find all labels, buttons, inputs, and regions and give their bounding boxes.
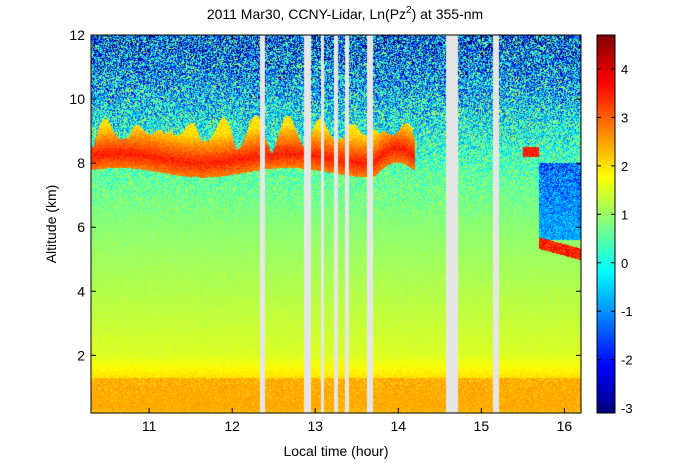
x-tick-label: 12 [224,418,240,434]
y-tick-label: 8 [77,155,85,171]
y-tick-label: 2 [77,347,85,363]
y-tick-label: 12 [69,27,85,43]
colorbar: -3 -2 -1 0 1 2 3 4 [596,34,633,416]
colorbar-frame [596,34,616,414]
colorbar-tick-label: 1 [621,207,628,222]
colorbar-tick-label: 4 [621,62,628,77]
colorbar-image [597,35,615,413]
plot-area: 11 12 13 14 15 16 2 4 6 8 10 12 [69,27,582,434]
x-tick-label: 13 [307,418,323,434]
x-axis-label: Local time (hour) [283,443,388,459]
plot-frame [90,34,582,414]
y-tick-label: 6 [77,219,85,235]
colorbar-tick-label: -1 [621,304,633,319]
colorbar-tick-label: -2 [621,353,633,368]
x-tick-label: 16 [557,418,573,434]
x-tick-label: 14 [390,418,406,434]
colorbar-tick-label: -3 [621,401,633,416]
chart-title: 2011 Mar30, CCNY-Lidar, Ln(Pz2) at 355-n… [207,5,483,22]
colorbar-ticks: -3 -2 -1 0 1 2 3 4 [597,62,633,416]
heatmap-image [91,35,581,413]
colorbar-tick-label: 0 [621,256,628,271]
colorbar-tick-label: 3 [621,110,628,125]
x-tick-label: 15 [474,418,490,434]
y-axis-label: Altitude (km) [43,185,59,264]
colorbar-tick-label: 2 [621,159,628,174]
y-axis-ticks: 2 4 6 8 10 12 [69,27,581,363]
x-axis-ticks: 11 12 13 14 15 16 [142,35,573,434]
x-tick-label: 11 [142,418,157,434]
y-tick-label: 10 [69,91,85,107]
y-tick-label: 4 [77,283,85,299]
